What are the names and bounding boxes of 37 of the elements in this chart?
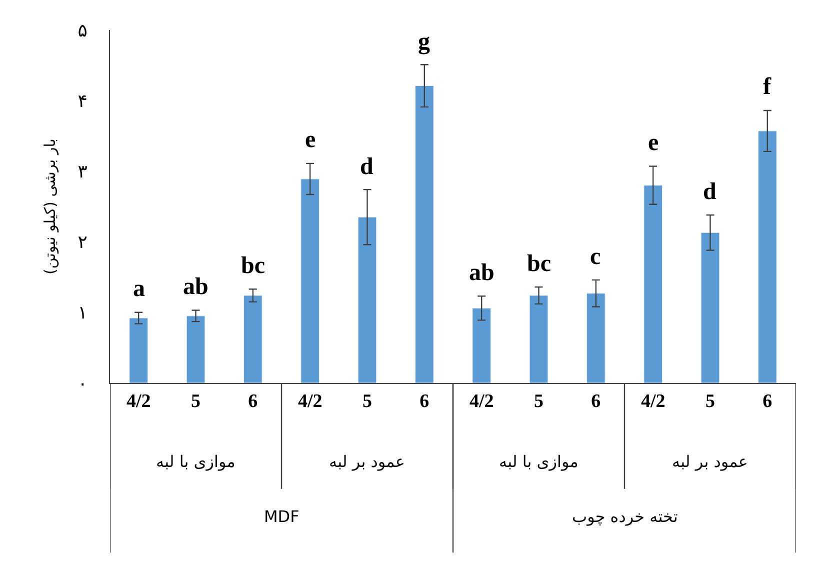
x-tick-label: 6 [591, 390, 601, 412]
data-label: c [590, 244, 601, 270]
x-tick-label: 4/2 [640, 390, 666, 412]
text: عمود بر لبه [672, 452, 748, 471]
data-label: d [360, 154, 374, 180]
y-tick-label: ۵ [78, 20, 88, 42]
data-label: g [418, 29, 430, 55]
y-tick-label: ۲ [78, 232, 88, 254]
x-tick-label: 5 [706, 390, 715, 412]
text: MDF [264, 507, 300, 526]
data-label: e [305, 127, 316, 153]
data-label: a [133, 276, 145, 302]
y-axis-title: بار برشی (کیلو نیوتن) [40, 138, 59, 274]
data-label: e [648, 130, 659, 156]
text: تخته خرده چوب [572, 507, 678, 526]
data-label: f [763, 74, 772, 100]
y-tick-label: ۰ [78, 373, 88, 394]
x-tick-label: 5 [362, 390, 372, 412]
x-tick-label: 4/2 [469, 390, 494, 412]
x-tick-label: 6 [248, 390, 258, 412]
data-label: ab [183, 274, 208, 300]
data-label: ab [469, 260, 494, 286]
text: موازی با لبه [499, 452, 578, 471]
data-label: d [703, 179, 717, 205]
text: موازی با لبه [156, 452, 236, 471]
text: عمود بر لبه [329, 452, 405, 471]
x-tick-label: 5 [534, 390, 544, 412]
data-label: bc [241, 253, 266, 279]
y-tick-label: ۴ [78, 90, 88, 112]
x-tick-label: 6 [762, 390, 772, 412]
y-tick-label: ۳ [78, 162, 88, 182]
y-tick-label: ۱ [78, 302, 88, 324]
x-tick-label: 4/2 [298, 390, 322, 412]
x-tick-label: 5 [191, 390, 200, 412]
data-label: bc [527, 251, 552, 277]
x-tick-label: 4/2 [126, 390, 151, 412]
x-tick-label: 6 [420, 390, 430, 412]
